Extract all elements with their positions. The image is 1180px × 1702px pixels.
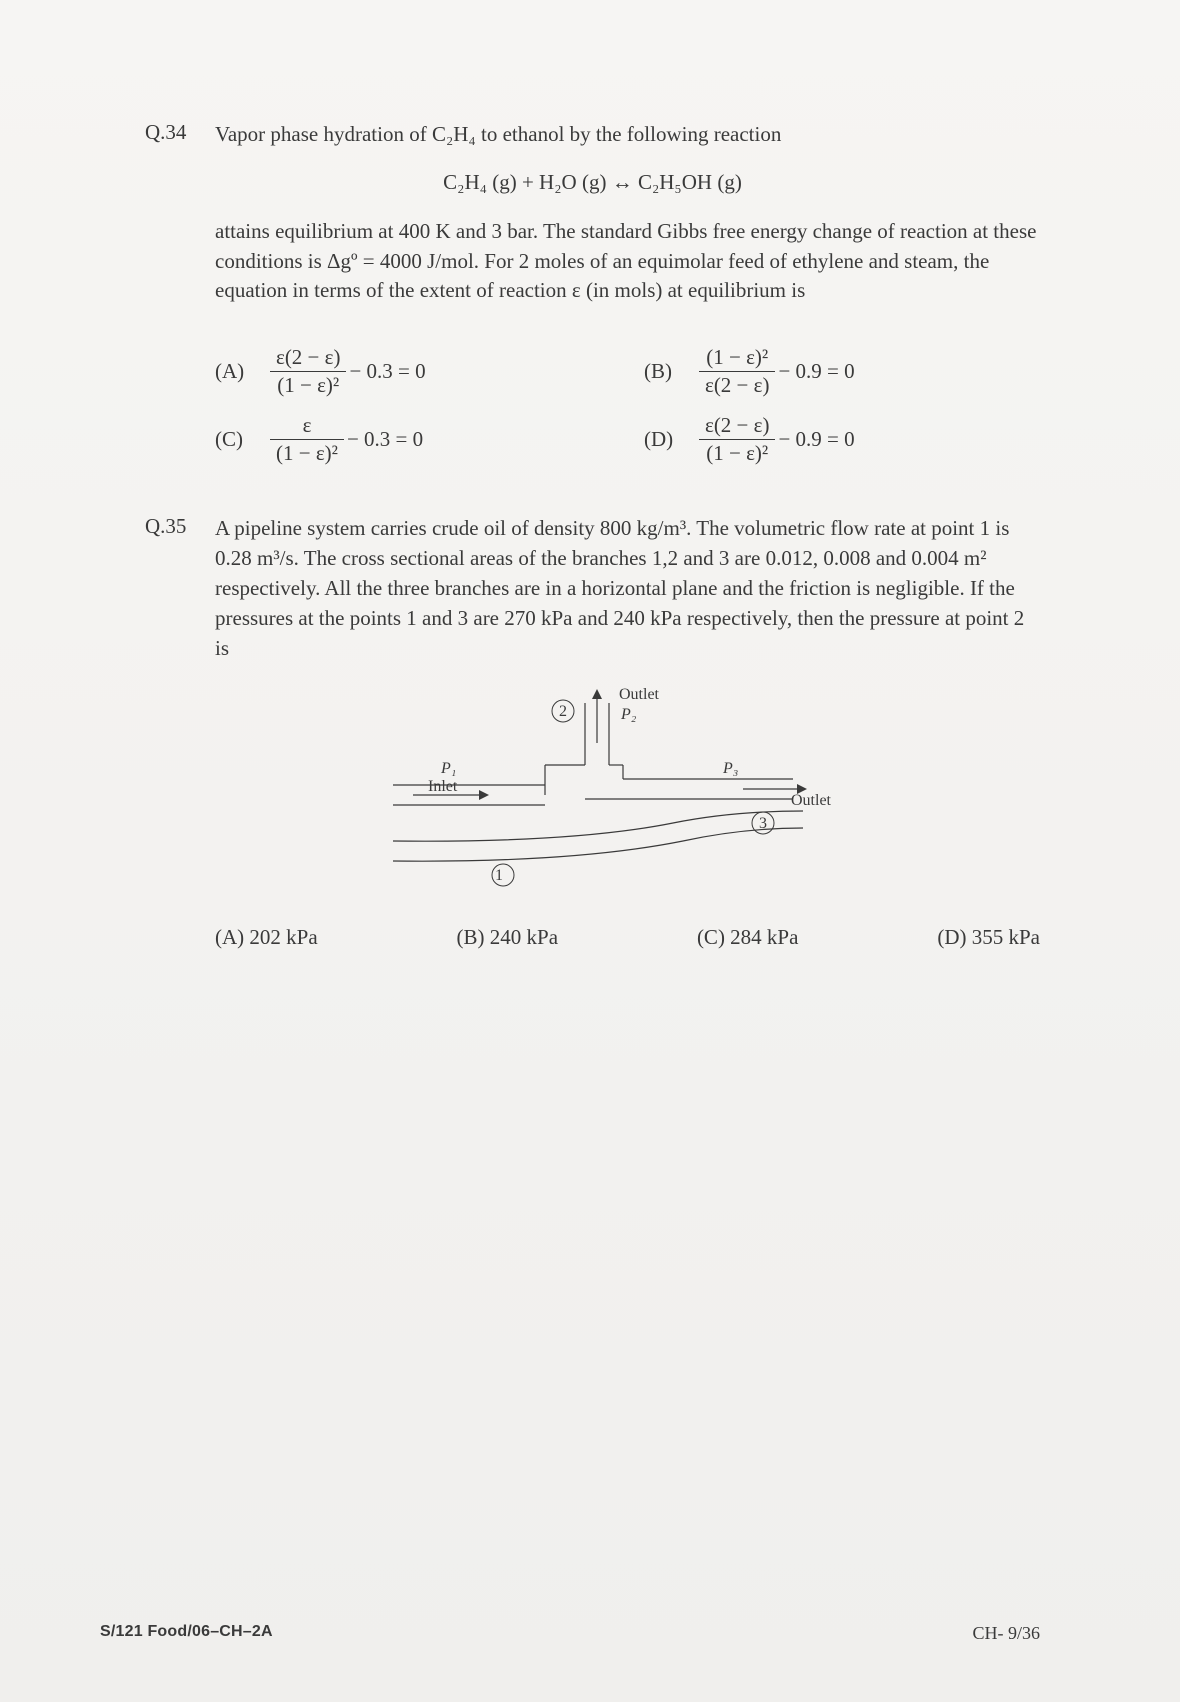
- label-n3: 3: [759, 815, 767, 832]
- q35-options: (A) 202 kPa (B) 240 kPa (C) 284 kPa (D) …: [215, 925, 1040, 950]
- label-p2: P₂: [620, 706, 637, 723]
- page-footer: S/121 Food/06–CH–2A CH- 9/36: [100, 1623, 1040, 1644]
- q35-first-row: Q.35 A pipeline system carries crude oil…: [145, 514, 1040, 663]
- footer-left: S/121 Food/06–CH–2A: [100, 1623, 273, 1644]
- q34-first-line: Q.34 Vapor phase hydration of C₂H₄ to et…: [145, 120, 1040, 150]
- q35-opt-d: (D) 355 kPa: [937, 925, 1040, 950]
- q34-opt-a: (A) ε(2 − ε) (1 − ε)² − 0.3 = 0: [215, 340, 644, 402]
- q34-intro: Vapor phase hydration of C₂H₄ to ethanol…: [215, 120, 1040, 150]
- question-34: Q.34 Vapor phase hydration of C₂H₄ to et…: [145, 120, 1040, 476]
- q35-opt-b: (B) 240 kPa: [457, 925, 559, 950]
- q35-diagram: Outlet P₂ P₁ Inlet P₃ Outlet 1 2 3: [323, 683, 863, 893]
- q35-number: Q.35: [145, 514, 215, 663]
- q34-para-row: attains equilibrium at 400 K and 3 bar. …: [145, 217, 1040, 306]
- label-outlet-right: Outlet: [791, 792, 832, 809]
- opt-label-d: (D): [644, 427, 696, 452]
- opt-label-c: (C): [215, 427, 267, 452]
- exam-page: Q.34 Vapor phase hydration of C₂H₄ to et…: [0, 0, 1180, 1702]
- frac-d: ε(2 − ε) (1 − ε)²: [699, 413, 775, 466]
- frac-a: ε(2 − ε) (1 − ε)²: [270, 345, 346, 398]
- frac-c: ε (1 − ε)²: [270, 413, 344, 466]
- q35-opt-c: (C) 284 kPa: [697, 925, 799, 950]
- label-p1: P₁: [440, 760, 456, 777]
- opt-label-b: (B): [644, 359, 696, 384]
- q35-para: A pipeline system carries crude oil of d…: [215, 514, 1040, 663]
- q34-opt-d: (D) ε(2 − ε) (1 − ε)² − 0.9 = 0: [644, 408, 1040, 470]
- q34-opt-c: (C) ε (1 − ε)² − 0.3 = 0: [215, 408, 644, 470]
- q34-equation: C₂H₄ (g) + H₂O (g) ↔ C₂H₅OH (g): [145, 170, 1040, 195]
- pipeline-diagram-svg: Outlet P₂ P₁ Inlet P₃ Outlet 1 2 3: [323, 683, 863, 893]
- q34-number: Q.34: [145, 120, 215, 150]
- question-35: Q.35 A pipeline system carries crude oil…: [145, 514, 1040, 950]
- footer-right: CH- 9/36: [973, 1623, 1041, 1644]
- q35-opt-a: (A) 202 kPa: [215, 925, 318, 950]
- label-n2: 2: [559, 703, 567, 720]
- frac-b: (1 − ε)² ε(2 − ε): [699, 345, 775, 398]
- label-inlet: Inlet: [428, 778, 458, 795]
- q34-opt-b: (B) (1 − ε)² ε(2 − ε) − 0.9 = 0: [644, 340, 1040, 402]
- label-n1: 1: [495, 867, 503, 884]
- q34-options: (A) ε(2 − ε) (1 − ε)² − 0.3 = 0 (B) (1 −…: [215, 340, 1040, 476]
- label-outlet-top: Outlet: [619, 686, 660, 703]
- label-p3: P₃: [722, 760, 738, 777]
- opt-label-a: (A): [215, 359, 267, 384]
- q34-para: attains equilibrium at 400 K and 3 bar. …: [215, 217, 1040, 306]
